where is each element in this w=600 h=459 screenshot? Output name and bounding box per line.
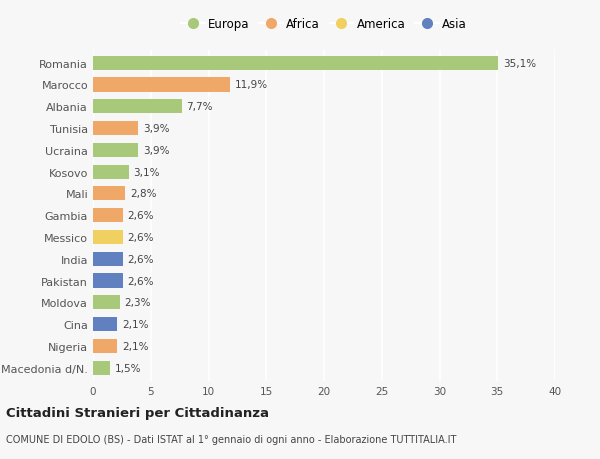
Text: 2,6%: 2,6% bbox=[128, 232, 154, 242]
Bar bbox=[93, 165, 129, 179]
Text: 2,3%: 2,3% bbox=[124, 298, 151, 308]
Bar bbox=[93, 209, 123, 223]
Bar bbox=[93, 274, 123, 288]
Bar bbox=[93, 143, 138, 157]
Text: Cittadini Stranieri per Cittadinanza: Cittadini Stranieri per Cittadinanza bbox=[6, 406, 269, 419]
Bar bbox=[93, 296, 119, 310]
Text: 2,1%: 2,1% bbox=[122, 319, 148, 330]
Bar bbox=[93, 187, 125, 201]
Text: 11,9%: 11,9% bbox=[235, 80, 268, 90]
Text: 2,6%: 2,6% bbox=[128, 254, 154, 264]
Bar bbox=[93, 122, 138, 136]
Bar bbox=[93, 78, 230, 92]
Text: 2,6%: 2,6% bbox=[128, 276, 154, 286]
Bar bbox=[93, 339, 117, 353]
Bar bbox=[93, 100, 182, 114]
Bar bbox=[93, 252, 123, 266]
Text: 35,1%: 35,1% bbox=[503, 59, 536, 68]
Text: 1,5%: 1,5% bbox=[115, 363, 142, 373]
Text: 2,8%: 2,8% bbox=[130, 189, 157, 199]
Legend: Europa, Africa, America, Asia: Europa, Africa, America, Asia bbox=[181, 18, 467, 31]
Text: 2,1%: 2,1% bbox=[122, 341, 148, 351]
Bar bbox=[93, 361, 110, 375]
Text: 7,7%: 7,7% bbox=[187, 102, 213, 112]
Text: COMUNE DI EDOLO (BS) - Dati ISTAT al 1° gennaio di ogni anno - Elaborazione TUTT: COMUNE DI EDOLO (BS) - Dati ISTAT al 1° … bbox=[6, 434, 457, 444]
Bar bbox=[93, 56, 499, 71]
Text: 3,9%: 3,9% bbox=[143, 146, 169, 156]
Bar bbox=[93, 230, 123, 245]
Bar bbox=[93, 317, 117, 331]
Text: 3,1%: 3,1% bbox=[133, 167, 160, 177]
Text: 3,9%: 3,9% bbox=[143, 124, 169, 134]
Text: 2,6%: 2,6% bbox=[128, 211, 154, 221]
